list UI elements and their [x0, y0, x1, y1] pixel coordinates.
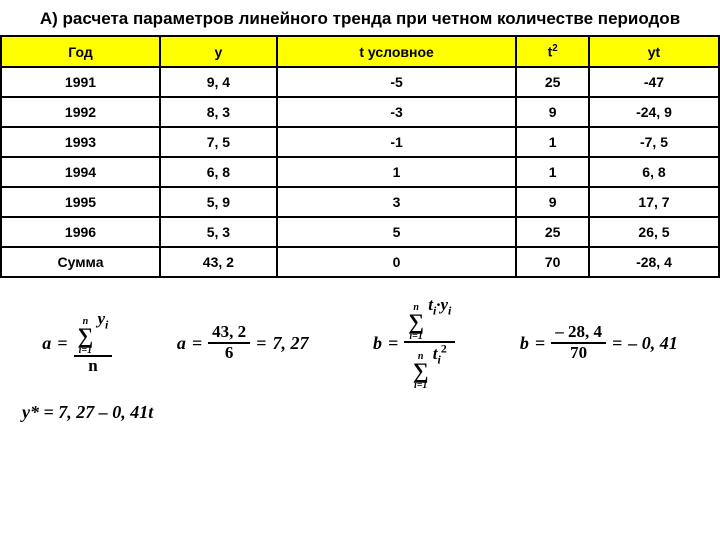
- cell: -24, 9: [589, 97, 719, 127]
- a-result: 7, 27: [272, 333, 308, 354]
- eq-sign: =: [192, 333, 202, 354]
- cell: 9, 4: [160, 67, 277, 97]
- cell: 3: [277, 187, 517, 217]
- table-row: 19937, 5-11-7, 5: [1, 127, 719, 157]
- cell: 5, 9: [160, 187, 277, 217]
- cell: 9: [516, 187, 589, 217]
- formula-row: a = n ∑ i=1 yi n a = 43, 2 6 = 7, 27 b =: [0, 278, 720, 396]
- sigma-icon: ∑: [78, 326, 94, 346]
- cell: 0: [277, 247, 517, 277]
- cell: 26, 5: [589, 217, 719, 247]
- b-num: – 28, 4: [551, 323, 606, 344]
- col-yt: yt: [589, 36, 719, 67]
- table-row: 19928, 3-39-24, 9: [1, 97, 719, 127]
- cell: 43, 2: [160, 247, 277, 277]
- cell: 8, 3: [160, 97, 277, 127]
- b-den: 70: [566, 344, 591, 363]
- cell: 25: [516, 217, 589, 247]
- var-a: a: [42, 333, 51, 354]
- cell: 1991: [1, 67, 160, 97]
- table-row-sum: Сумма43, 2070-28, 4: [1, 247, 719, 277]
- formula-b-symbolic: b = n ∑ i=1 ti·yi n ∑ i=1 ti2: [373, 296, 455, 390]
- cell: 1993: [1, 127, 160, 157]
- cell: 5: [277, 217, 517, 247]
- sum-lower: i=1: [79, 346, 92, 355]
- sigma-icon: ∑: [408, 312, 424, 332]
- cell: 9: [516, 97, 589, 127]
- eq-sign: =: [256, 333, 266, 354]
- cell: -7, 5: [589, 127, 719, 157]
- sum-lower: i=1: [409, 332, 422, 341]
- cell: 1992: [1, 97, 160, 127]
- cell: -47: [589, 67, 719, 97]
- col-t2: t2: [516, 36, 589, 67]
- table-body: 19919, 4-525-47 19928, 3-39-24, 9 19937,…: [1, 67, 719, 277]
- table-row: 19955, 93917, 7: [1, 187, 719, 217]
- trend-equation: y* = 7, 27 – 0, 41t: [0, 396, 720, 423]
- cell: 5, 3: [160, 217, 277, 247]
- cell: 6, 8: [589, 157, 719, 187]
- formula-a-symbolic: a = n ∑ i=1 yi n: [42, 310, 112, 375]
- data-table: Год у t условное t2 yt 19919, 4-525-47 1…: [0, 35, 720, 278]
- table-row: 19965, 352526, 5: [1, 217, 719, 247]
- eq-sign: =: [388, 333, 398, 354]
- col-y: у: [160, 36, 277, 67]
- eq-sign: =: [57, 333, 67, 354]
- table-row: 19946, 8116, 8: [1, 157, 719, 187]
- cell: 1995: [1, 187, 160, 217]
- cell: 7, 5: [160, 127, 277, 157]
- cell: -3: [277, 97, 517, 127]
- cell: -1: [277, 127, 517, 157]
- cell: 70: [516, 247, 589, 277]
- col-year: Год: [1, 36, 160, 67]
- cell: 1: [516, 157, 589, 187]
- cell: 17, 7: [589, 187, 719, 217]
- cell: Сумма: [1, 247, 160, 277]
- formula-a-numeric: a = 43, 2 6 = 7, 27: [177, 323, 309, 362]
- col-t: t условное: [277, 36, 517, 67]
- cell: 1: [277, 157, 517, 187]
- cell: 1996: [1, 217, 160, 247]
- table-row: 19919, 4-525-47: [1, 67, 719, 97]
- eq-sign: =: [612, 333, 622, 354]
- cell: -28, 4: [589, 247, 719, 277]
- table-header-row: Год у t условное t2 yt: [1, 36, 719, 67]
- cell: -5: [277, 67, 517, 97]
- eq-sign: =: [535, 333, 545, 354]
- b-result: – 0, 41: [628, 333, 678, 354]
- sum-lower: i=1: [414, 381, 427, 390]
- cell: 1: [516, 127, 589, 157]
- a-den: 6: [221, 344, 238, 363]
- page-title: А) расчета параметров линейного тренда п…: [0, 0, 720, 35]
- var-a: a: [177, 333, 186, 354]
- formula-b-numeric: b = – 28, 4 70 = – 0, 41: [520, 323, 678, 362]
- sigma-icon: ∑: [413, 361, 429, 381]
- var-b: b: [373, 333, 382, 354]
- var-b: b: [520, 333, 529, 354]
- a-num: 43, 2: [208, 323, 250, 344]
- den-n: n: [84, 357, 101, 376]
- cell: 25: [516, 67, 589, 97]
- cell: 6, 8: [160, 157, 277, 187]
- cell: 1994: [1, 157, 160, 187]
